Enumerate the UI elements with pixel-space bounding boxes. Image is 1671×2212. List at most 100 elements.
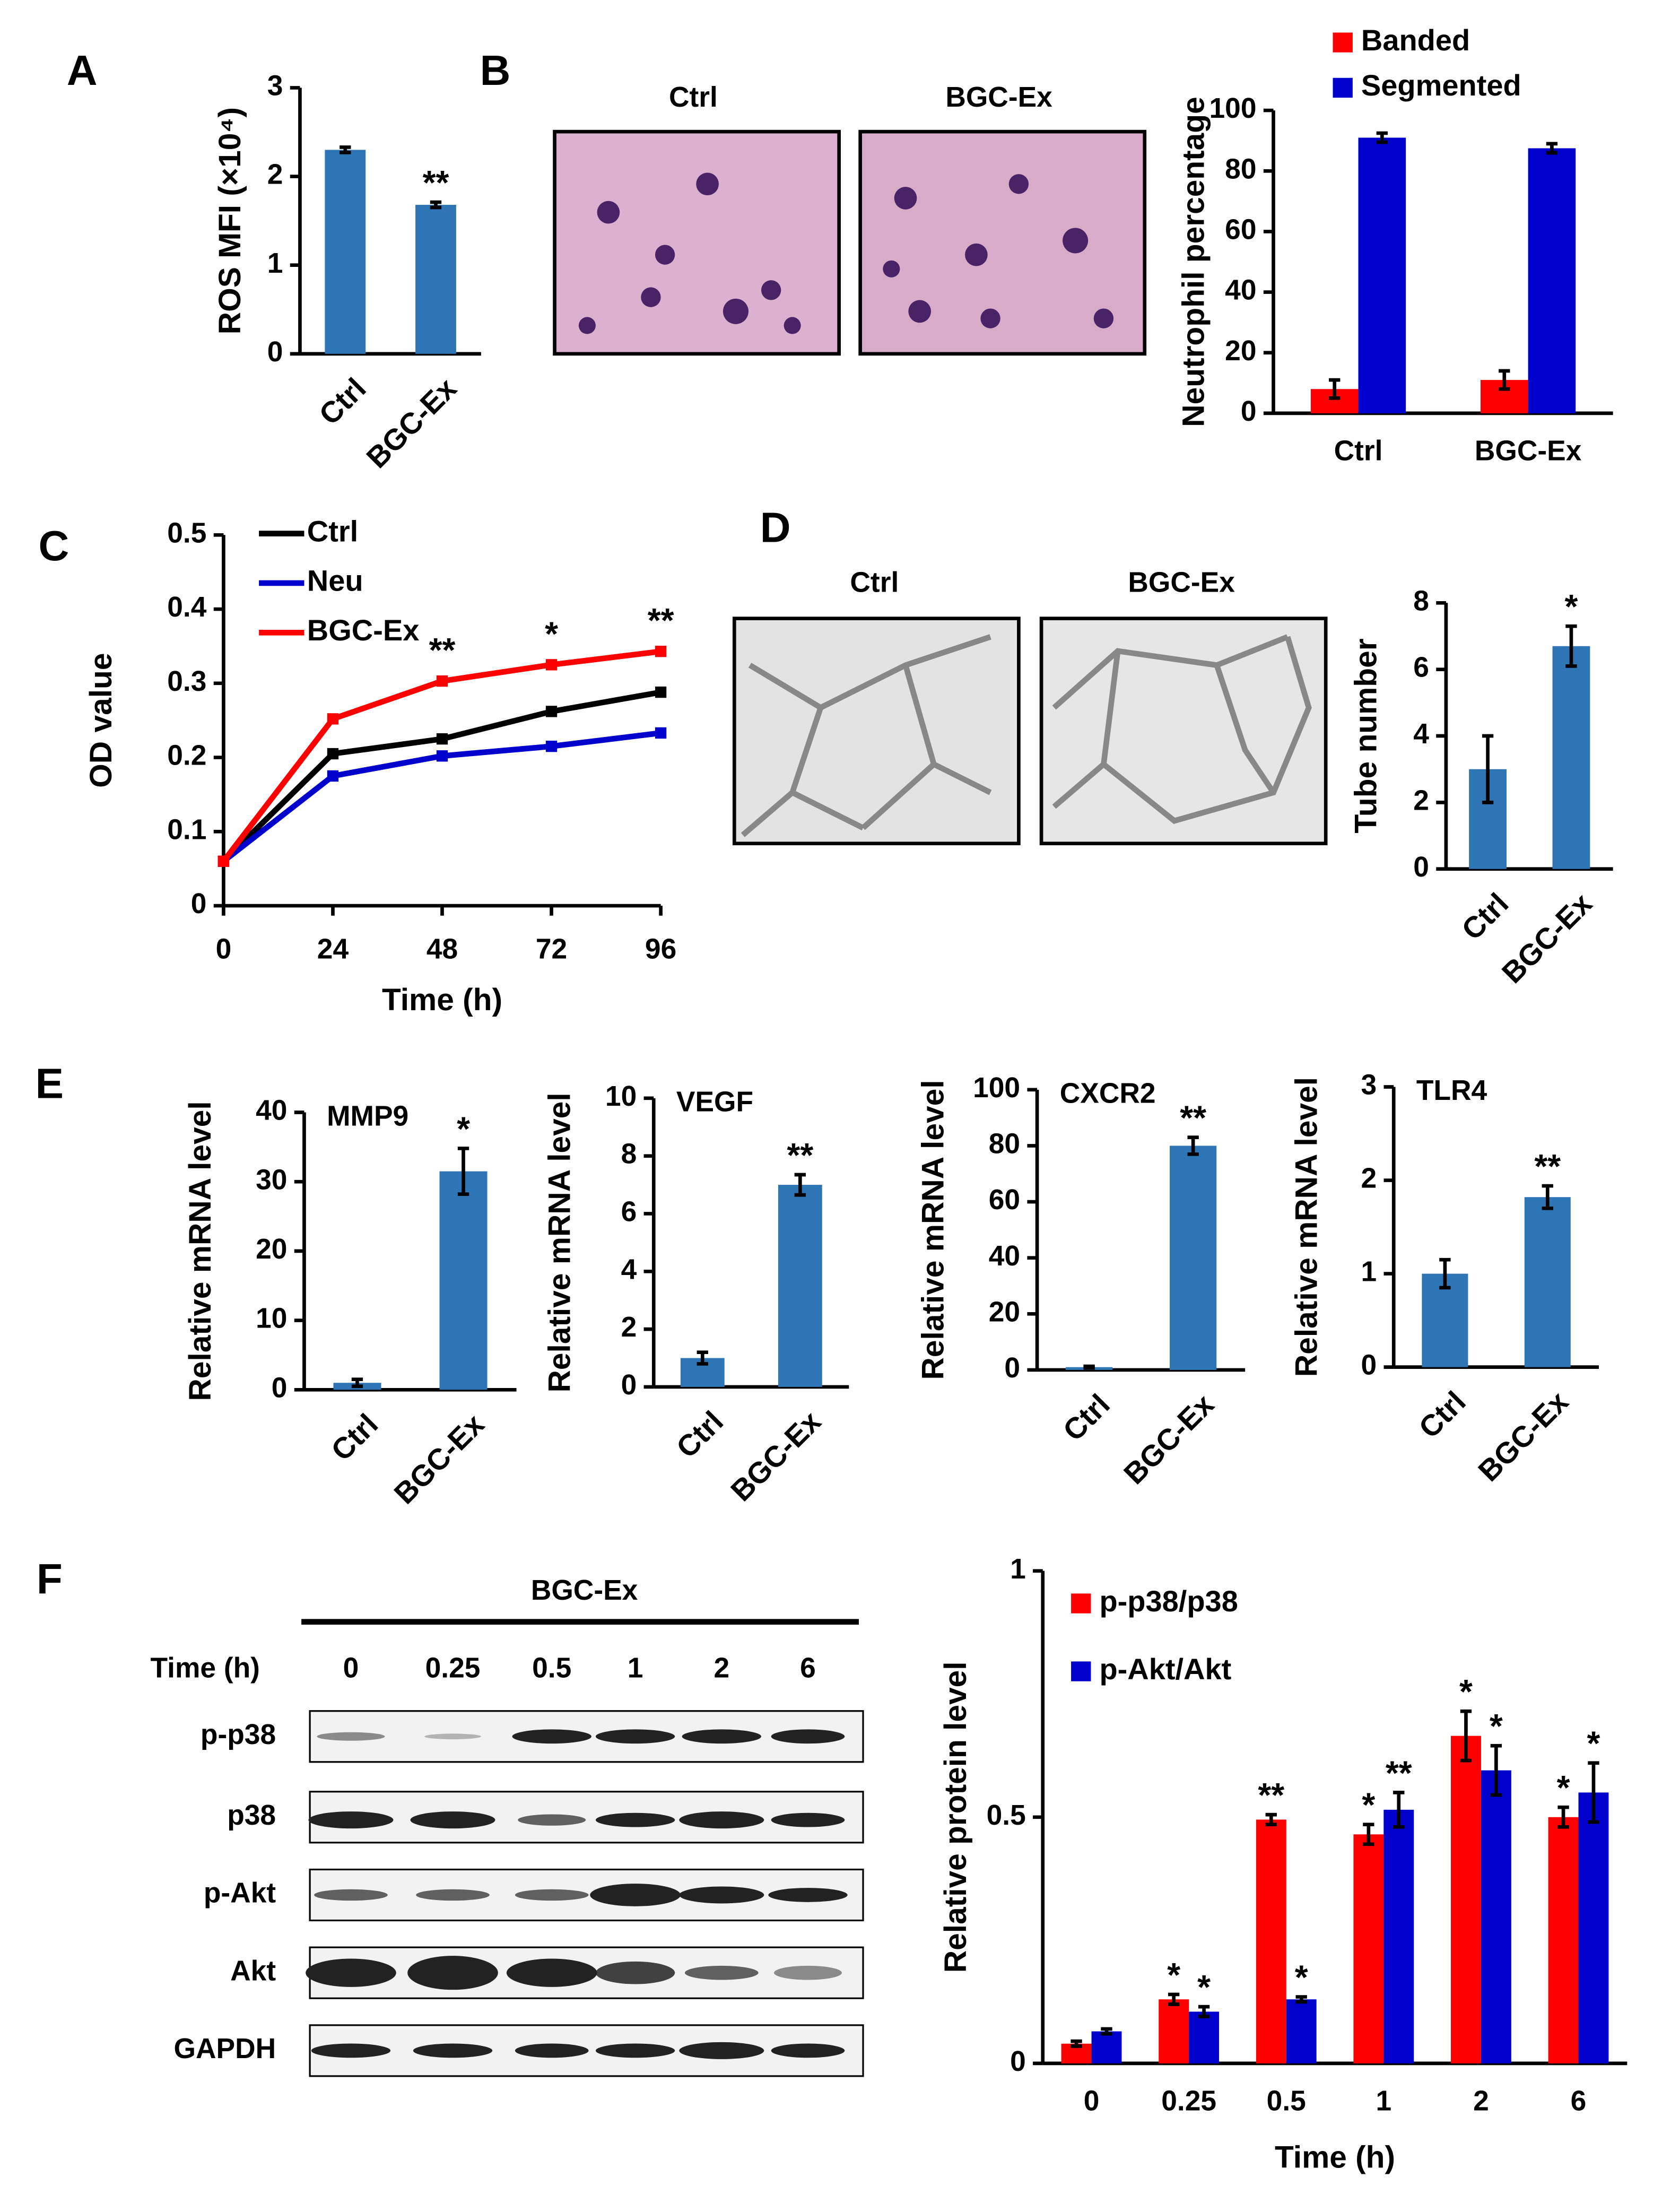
y-tick-label: 80 [989, 1129, 1020, 1160]
bar [1451, 1736, 1481, 2063]
panel-letter: C [38, 522, 69, 569]
panel-letter: B [480, 47, 511, 94]
y-tick-label: 1 [1361, 1256, 1377, 1288]
y-tick-label: 4 [621, 1254, 637, 1285]
point [327, 748, 339, 760]
significance: * [545, 614, 558, 653]
error-bar [1542, 1184, 1553, 1210]
error-bar [1265, 1812, 1277, 1827]
significance: * [1490, 1707, 1503, 1745]
y-tick-label: 100 [1209, 93, 1257, 124]
significance: * [1587, 1724, 1600, 1763]
bar [1091, 2031, 1122, 2063]
error-bar [430, 200, 442, 210]
x-tick-label: 1 [1376, 2086, 1391, 2117]
error-bar [1499, 369, 1510, 391]
blot-row-label: GAPDH [174, 2033, 276, 2064]
x-tick-label: BGC-Ex [1475, 436, 1582, 467]
error-bar [1482, 734, 1494, 804]
y-tick-label: 2 [1361, 1163, 1377, 1194]
error-bar [1083, 1364, 1095, 1370]
panel-letter: D [760, 504, 791, 551]
image-caption: BGC-Ex [945, 82, 1052, 113]
y-tick-label: 3 [267, 71, 283, 102]
y-tick-label: 20 [256, 1234, 287, 1265]
y-axis-label: Tube number [1349, 638, 1383, 833]
x-tick-label: Ctrl [1334, 436, 1383, 467]
blot-row [309, 2024, 864, 2077]
y-axis-label: Relative mRNA level [916, 1080, 951, 1380]
y-tick-label: 80 [1225, 153, 1256, 185]
significance: ** [1258, 1776, 1284, 1814]
bar [1548, 1817, 1579, 2063]
y-tick-label: 0 [1361, 1350, 1377, 1381]
y-axis-label: Relative mRNA level [542, 1092, 577, 1392]
bar [325, 150, 366, 354]
point [436, 675, 448, 687]
y-tick-label: 3 [1361, 1070, 1377, 1101]
y-tick-label: 2 [1413, 785, 1429, 816]
significance: ** [648, 601, 674, 639]
bar [1383, 1809, 1414, 2063]
point [655, 727, 667, 739]
point [655, 686, 667, 698]
blot-row-label: p-Akt [204, 1878, 276, 1909]
y-tick-label: 0 [191, 888, 207, 920]
blot-row-label: p-p38 [201, 1719, 276, 1750]
x-tick-label: Ctrl [1056, 1387, 1116, 1447]
y-tick-label: 8 [1413, 585, 1429, 617]
y-tick-label: 0.4 [167, 592, 206, 623]
error-bar [1376, 131, 1388, 144]
significance: ** [1180, 1099, 1206, 1137]
bar [1353, 1834, 1384, 2063]
error-bar [1490, 1743, 1502, 1797]
bar [1552, 646, 1590, 869]
x-tick-label: 24 [317, 934, 349, 965]
bar [415, 205, 456, 354]
y-tick-label: 60 [989, 1184, 1020, 1216]
bar [1358, 137, 1406, 413]
bar [1481, 1770, 1511, 2063]
significance: * [1167, 1956, 1180, 1994]
y-tick-label: 0 [272, 1372, 288, 1403]
y-tick-label: 4 [1413, 718, 1429, 750]
x-tick-label: BGC-Ex [387, 1407, 490, 1510]
legend-label: Ctrl [307, 514, 358, 548]
error-bar [1187, 1135, 1199, 1156]
legend-label: p-Akt/Akt [1099, 1652, 1231, 1686]
point [436, 750, 448, 762]
x-tick-label: BGC-Ex [1117, 1387, 1220, 1490]
error-bar [1588, 1761, 1599, 1824]
y-tick-label: 0 [1241, 396, 1257, 427]
point [545, 740, 558, 752]
point [545, 659, 558, 671]
y-tick-label: 8 [621, 1139, 637, 1170]
significance: ** [1386, 1754, 1412, 1792]
significance: * [1565, 587, 1578, 626]
point [217, 855, 230, 867]
bar [439, 1171, 488, 1390]
bar [1256, 1819, 1286, 2063]
significance: ** [1534, 1147, 1561, 1185]
y-tick-label: 0 [621, 1369, 637, 1401]
x-tick-label: Ctrl [312, 371, 372, 431]
y-tick-label: 20 [1225, 335, 1256, 367]
significance: ** [423, 163, 449, 202]
chart-title: MMP9 [327, 1100, 408, 1132]
micrograph [732, 617, 1021, 846]
bar [1528, 148, 1576, 413]
blot-row-label: p38 [227, 1800, 276, 1831]
y-axis-label: Relative mRNA level [1290, 1077, 1324, 1377]
significance: * [1459, 1672, 1473, 1711]
x-tick-label: BGC-Ex [1472, 1385, 1574, 1488]
x-tick-label: 0 [1084, 2086, 1100, 2117]
lane-label: 0.5 [532, 1652, 571, 1684]
y-axis-label: Relative mRNA level [183, 1101, 217, 1401]
error-bar [1393, 1791, 1405, 1829]
x-tick-label: 0.5 [1267, 2086, 1306, 2117]
legend-label: BGC-Ex [307, 613, 420, 647]
bar [1286, 1999, 1317, 2063]
point [436, 733, 448, 745]
